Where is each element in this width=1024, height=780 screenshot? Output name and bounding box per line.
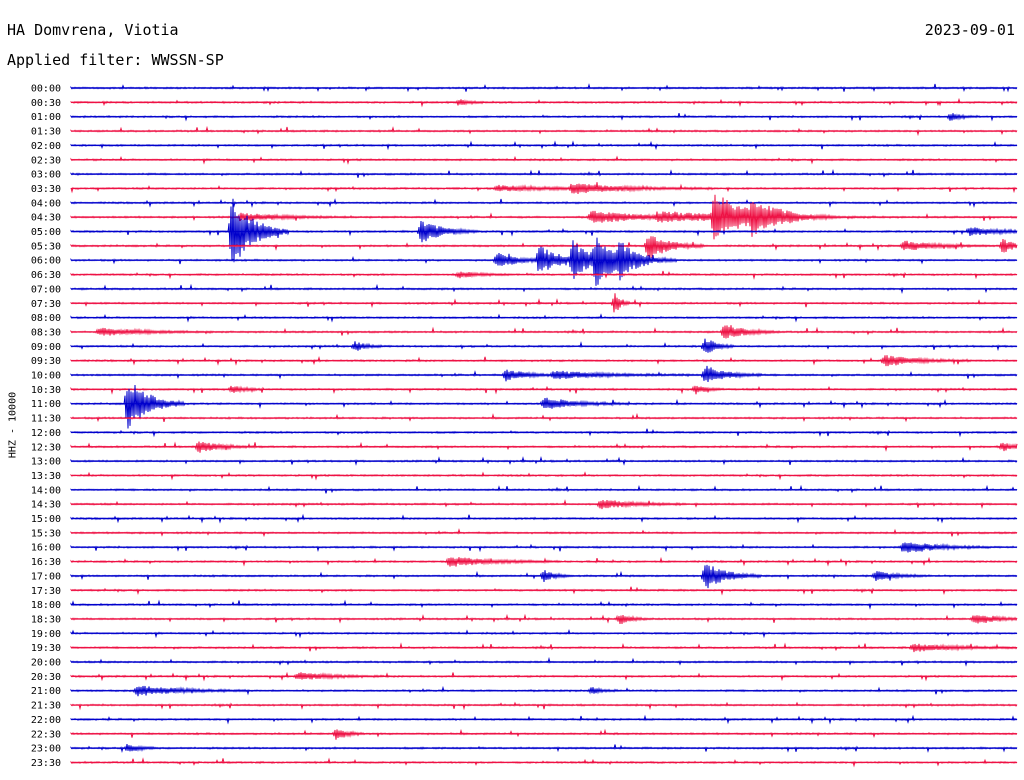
time-label-0730: 07:30 <box>31 299 61 310</box>
time-label-0900: 09:00 <box>31 342 61 353</box>
trace-group <box>70 83 1018 768</box>
time-label-0130: 01:30 <box>31 127 61 138</box>
time-label-0700: 07:00 <box>31 284 61 295</box>
time-label-1700: 17:00 <box>31 571 61 582</box>
time-label-1600: 16:00 <box>31 543 61 554</box>
trace-1000 <box>70 365 1018 383</box>
time-label-2100: 21:00 <box>31 686 61 697</box>
time-label-0030: 00:30 <box>31 98 61 109</box>
time-label-2330: 23:30 <box>31 758 61 769</box>
time-label-1000: 10:00 <box>31 371 61 382</box>
time-label-1130: 11:30 <box>31 414 61 425</box>
time-label-0630: 06:30 <box>31 270 61 281</box>
time-label-0100: 01:00 <box>31 112 61 123</box>
time-label-2130: 21:30 <box>31 701 61 712</box>
trace-0530 <box>70 236 1018 258</box>
trace-2230 <box>70 728 1018 740</box>
trace-0500 <box>70 198 1018 263</box>
time-label-1500: 15:00 <box>31 514 61 525</box>
time-label-1430: 14:30 <box>31 500 61 511</box>
time-label-2300: 23:00 <box>31 744 61 755</box>
time-label-0430: 04:30 <box>31 213 61 224</box>
time-label-1230: 12:30 <box>31 442 61 453</box>
time-label-0400: 04:00 <box>31 198 61 209</box>
time-label-0200: 02:00 <box>31 141 61 152</box>
time-label-1930: 19:30 <box>31 643 61 654</box>
time-label-1200: 12:00 <box>31 428 61 439</box>
trace-1030 <box>70 385 1018 395</box>
time-label-1530: 15:30 <box>31 528 61 539</box>
time-label-0800: 08:00 <box>31 313 61 324</box>
time-label-0330: 03:30 <box>31 184 61 195</box>
trace-2130 <box>70 701 1018 711</box>
time-label-0300: 03:00 <box>31 170 61 181</box>
filter-label: Applied filter: WWSSN-SP <box>7 51 224 69</box>
time-label-1100: 11:00 <box>31 399 61 410</box>
time-label-1400: 14:00 <box>31 485 61 496</box>
time-label-1030: 10:30 <box>31 385 61 396</box>
time-label-0530: 05:30 <box>31 241 61 252</box>
time-label-1730: 17:30 <box>31 586 61 597</box>
time-label-1830: 18:30 <box>31 614 61 625</box>
time-label-2030: 20:30 <box>31 672 61 683</box>
time-label-0930: 09:30 <box>31 356 61 367</box>
time-label-1800: 18:00 <box>31 600 61 611</box>
time-label-0000: 00:00 <box>31 84 61 95</box>
time-label-2200: 22:00 <box>31 715 61 726</box>
record-date: 2023-09-01 <box>924 21 1015 39</box>
time-label-0230: 02:30 <box>31 155 61 166</box>
time-label-2230: 22:30 <box>31 729 61 740</box>
time-label-1300: 13:00 <box>31 457 61 468</box>
time-label-group: 00:00 00:30 01:00 01:30 02:00 02:30 03:00 03:30… <box>31 84 61 769</box>
time-label-0500: 05:00 <box>31 227 61 238</box>
time-label-0600: 06:00 <box>31 256 61 267</box>
time-label-2000: 20:00 <box>31 658 61 669</box>
time-label-1330: 13:30 <box>31 471 61 482</box>
station-title: HA Domvrena, Viotia <box>7 21 179 39</box>
time-label-1900: 19:00 <box>31 629 61 640</box>
trace-1100 <box>70 384 1018 429</box>
time-label-1630: 16:30 <box>31 557 61 568</box>
time-label-0830: 08:30 <box>31 327 61 338</box>
